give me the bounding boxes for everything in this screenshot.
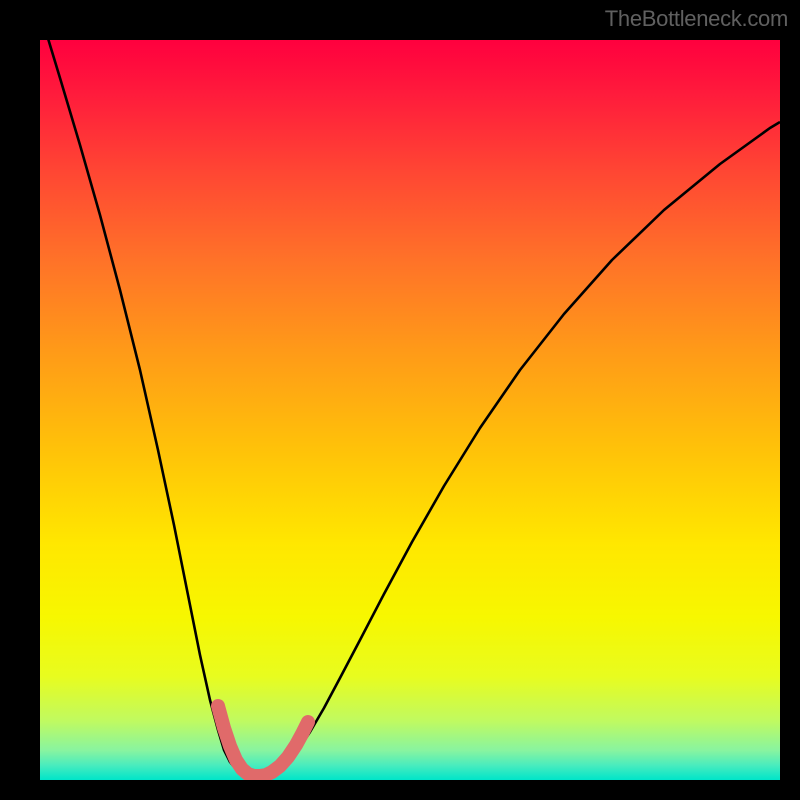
plot-area	[40, 40, 780, 780]
curve-svg	[40, 40, 780, 780]
watermark-text: TheBottleneck.com	[605, 6, 788, 32]
bottleneck-curve	[40, 40, 780, 776]
figure-root: { "meta": { "watermark": "TheBottleneck.…	[0, 0, 800, 800]
bottleneck-curve-highlight	[218, 706, 308, 776]
